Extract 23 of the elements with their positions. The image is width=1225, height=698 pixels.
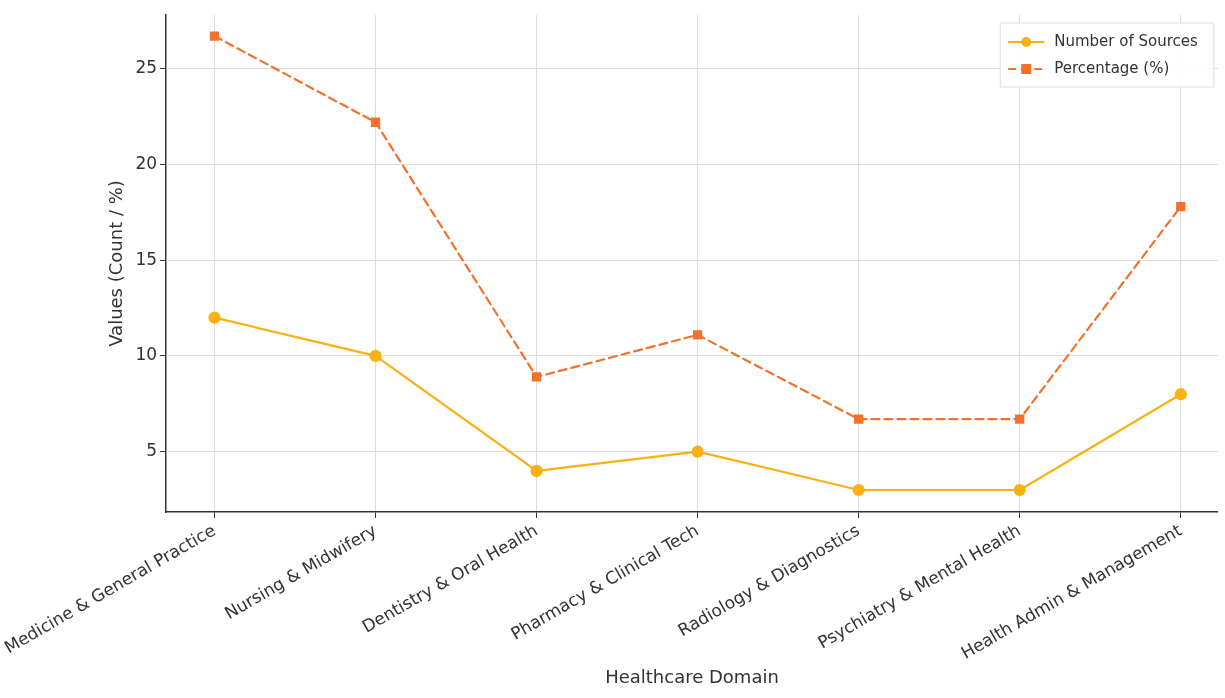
x-axis-title: Healthcare Domain bbox=[605, 665, 779, 687]
y-tick-label: 10 bbox=[135, 344, 158, 365]
y-tick-label: 5 bbox=[146, 440, 158, 461]
point bbox=[1015, 414, 1025, 424]
legend-label: Percentage (%) bbox=[1054, 58, 1170, 77]
point bbox=[531, 372, 542, 382]
point bbox=[530, 464, 543, 477]
y-tick-label: 25 bbox=[135, 57, 158, 78]
point bbox=[854, 414, 864, 424]
point bbox=[692, 330, 703, 340]
point bbox=[208, 311, 221, 324]
y-axis-title: Values (Count / %) bbox=[105, 180, 127, 347]
point bbox=[1013, 483, 1026, 497]
y-tick-label: 20 bbox=[135, 152, 158, 173]
point bbox=[1176, 201, 1186, 212]
point bbox=[209, 31, 220, 41]
y-tick-label: 15 bbox=[135, 248, 158, 269]
point bbox=[691, 445, 704, 458]
legend-label: Number of Sources bbox=[1054, 31, 1198, 50]
point bbox=[1174, 388, 1187, 401]
point bbox=[852, 483, 865, 497]
point bbox=[370, 117, 381, 127]
point bbox=[369, 349, 382, 363]
